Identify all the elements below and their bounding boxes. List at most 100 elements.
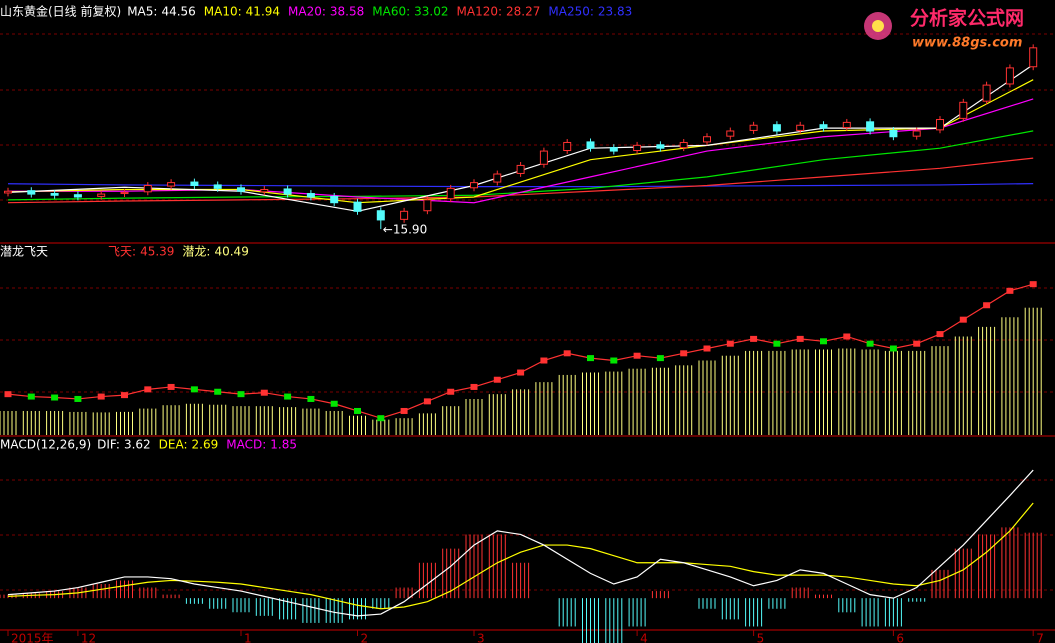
indicator-mark (167, 383, 175, 390)
legend-name: MA20: (288, 5, 326, 19)
series-line (7, 183, 1034, 188)
watermark-url: www.88gs.com (912, 36, 1022, 51)
indicator-mark (51, 394, 59, 401)
indicator-mark (377, 415, 385, 422)
indicator-mark (517, 369, 525, 376)
candle-body (190, 181, 199, 186)
indicator-mark (959, 316, 967, 323)
candle-body (1029, 47, 1038, 68)
legend-name: MA250: (548, 5, 594, 19)
indicator-mark (843, 333, 851, 340)
candle-body (819, 124, 828, 129)
indicator-mark (121, 392, 128, 399)
legend-name: DEA: (159, 438, 188, 452)
indicator-mark (330, 400, 338, 407)
legend-value: 3.62 (124, 438, 151, 452)
legend-name: MA60: (372, 5, 410, 19)
x-tick-label: 2 (361, 632, 369, 643)
indicator-mark (726, 340, 734, 347)
series-line (7, 157, 1034, 204)
candle-body (400, 210, 409, 220)
candle-body (470, 182, 478, 189)
candle-body (1005, 67, 1014, 85)
candle-body (4, 190, 12, 194)
legend-name: MACD: (226, 438, 266, 452)
candle-body (97, 193, 106, 197)
candle-body (539, 150, 548, 165)
candle-body (516, 164, 525, 174)
indicator-mark (190, 386, 198, 393)
indicator-mark (750, 335, 758, 342)
legend-name: 潜龙: (182, 245, 210, 259)
candle-body (446, 187, 455, 200)
candle-body (330, 195, 339, 204)
candle-body (27, 190, 36, 195)
indicator-mark (587, 355, 594, 362)
indicator-mark (633, 352, 641, 359)
indicator-mark (936, 331, 944, 338)
legend-name: 飞天: (108, 245, 136, 259)
candle-body (633, 144, 642, 152)
indicator-mark (820, 338, 827, 345)
indicator-mark (1006, 287, 1014, 294)
series-line (7, 130, 1034, 201)
candle-body (889, 129, 898, 138)
candle-body (213, 184, 222, 189)
indicator-mark (423, 398, 431, 405)
indicator-mark (563, 350, 571, 357)
legend-name: DIF: (97, 438, 120, 452)
legend-value: 1.85 (270, 438, 297, 452)
indicator-mark (656, 355, 664, 362)
indicator-mark (307, 395, 315, 402)
legend-value: 44.56 (161, 5, 195, 19)
panel-title: 山东黄金(日线 前复权) (0, 4, 121, 19)
candle-body (982, 84, 991, 102)
indicator-mark (74, 395, 82, 402)
x-tick-label: 12 (81, 632, 96, 643)
x-tick-label: 2015年 (11, 632, 54, 643)
candle-body (936, 119, 944, 131)
indicator-mark (983, 302, 991, 309)
legend-value: 2.69 (192, 438, 219, 452)
indicator-mark (260, 389, 268, 396)
indicator-mark (540, 357, 548, 364)
candle-body (493, 173, 502, 183)
indicator-mark (889, 345, 897, 352)
indicator-mark (400, 407, 408, 414)
candle-body (50, 193, 59, 196)
indicator-mark (796, 335, 804, 342)
indicator-mark (680, 350, 688, 357)
candle-body (679, 141, 688, 149)
indicator-mark (214, 388, 222, 395)
candle-body (73, 194, 82, 198)
candle-body (306, 193, 315, 198)
legend-value: 33.02 (414, 5, 448, 19)
legend-value: 41.94 (246, 5, 280, 19)
indicator-mark (866, 340, 874, 347)
panel-title: 潜龙飞天 (0, 245, 48, 259)
series-line (7, 469, 1034, 617)
indicator-mark (97, 393, 105, 400)
x-tick-label: 5 (757, 632, 765, 643)
indicator-mark (4, 391, 12, 398)
series-line (8, 98, 1034, 204)
legend-name: MA5: (127, 5, 157, 19)
x-tick-label: 6 (896, 632, 904, 643)
legend-name: MA120: (457, 5, 503, 19)
indicator-mark (284, 393, 292, 400)
x-tick-label: 7 (1036, 632, 1044, 643)
indicator-mark (913, 340, 921, 347)
indicator-mark (470, 383, 478, 390)
legend-value: 23.83 (598, 5, 632, 19)
indicator-mark (773, 340, 781, 347)
indicator-mark (703, 345, 711, 352)
x-tick-label: 4 (640, 632, 648, 643)
indicator-mark (144, 386, 152, 393)
indicator-mark (447, 388, 455, 395)
x-tick-label: 1 (244, 632, 252, 643)
indicator-mark (27, 393, 35, 400)
candle-body (959, 101, 968, 119)
candle-body (376, 210, 385, 221)
